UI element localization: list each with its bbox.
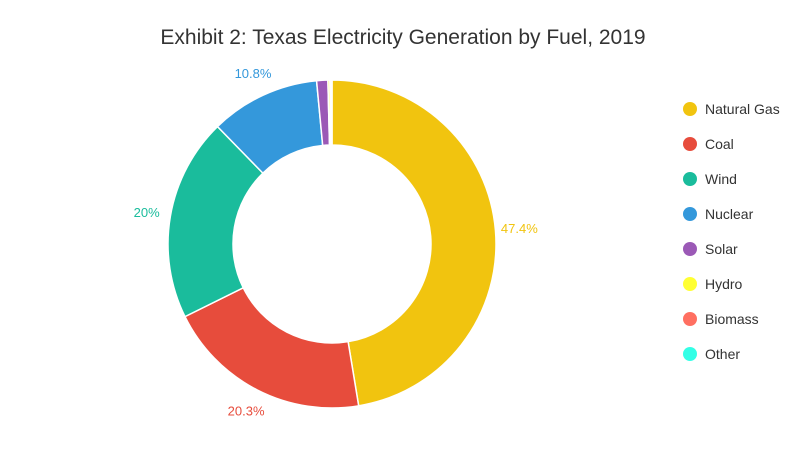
legend-label-coal: Coal bbox=[705, 135, 734, 152]
legend-swatch-other bbox=[683, 346, 697, 361]
legend-label-nuclear: Nuclear bbox=[705, 205, 754, 222]
legend-item-nuclear[interactable]: Nuclear bbox=[683, 196, 780, 231]
legend-swatch-natural-gas bbox=[683, 101, 697, 116]
legend-swatch-wind bbox=[683, 171, 697, 186]
slice-label-coal: 20.3% bbox=[228, 404, 265, 419]
legend-swatch-coal bbox=[683, 136, 697, 151]
slice-label-natural-gas: 47.4% bbox=[501, 221, 538, 236]
slice-other[interactable] bbox=[330, 79, 333, 146]
legend-label-biomass: Biomass bbox=[705, 310, 759, 327]
slice-labels: 47.4% 20.3% 20% 10.8% bbox=[134, 66, 539, 419]
legend-item-solar[interactable]: Solar bbox=[683, 231, 780, 266]
chart-title: Exhibit 2: Texas Electricity Generation … bbox=[160, 26, 646, 49]
slice-natural-gas[interactable] bbox=[331, 79, 497, 407]
legend-label-hydro: Hydro bbox=[705, 275, 743, 292]
legend-label-natural-gas: Natural Gas bbox=[705, 100, 780, 117]
legend-item-hydro[interactable]: Hydro bbox=[683, 266, 780, 301]
slice-label-nuclear: 10.8% bbox=[235, 66, 272, 81]
legend-swatch-solar bbox=[683, 241, 697, 256]
donut-slices bbox=[167, 79, 497, 409]
slice-label-wind: 20% bbox=[134, 205, 160, 220]
legend-label-wind: Wind bbox=[705, 170, 737, 187]
legend-label-solar: Solar bbox=[705, 240, 738, 257]
legend-item-wind[interactable]: Wind bbox=[683, 161, 780, 196]
legend-swatch-biomass bbox=[683, 311, 697, 326]
legend-item-natural-gas[interactable]: Natural Gas bbox=[683, 91, 780, 126]
legend-item-coal[interactable]: Coal bbox=[683, 126, 780, 161]
legend-swatch-nuclear bbox=[683, 206, 697, 221]
legend-swatch-hydro bbox=[683, 276, 697, 291]
legend-item-other[interactable]: Other bbox=[683, 336, 780, 371]
legend: Natural Gas Coal Wind Nuclear Solar Hydro Biom… bbox=[683, 91, 780, 371]
legend-item-biomass[interactable]: Biomass bbox=[683, 301, 780, 336]
slice-coal[interactable] bbox=[183, 286, 360, 409]
legend-label-other: Other bbox=[705, 345, 741, 362]
